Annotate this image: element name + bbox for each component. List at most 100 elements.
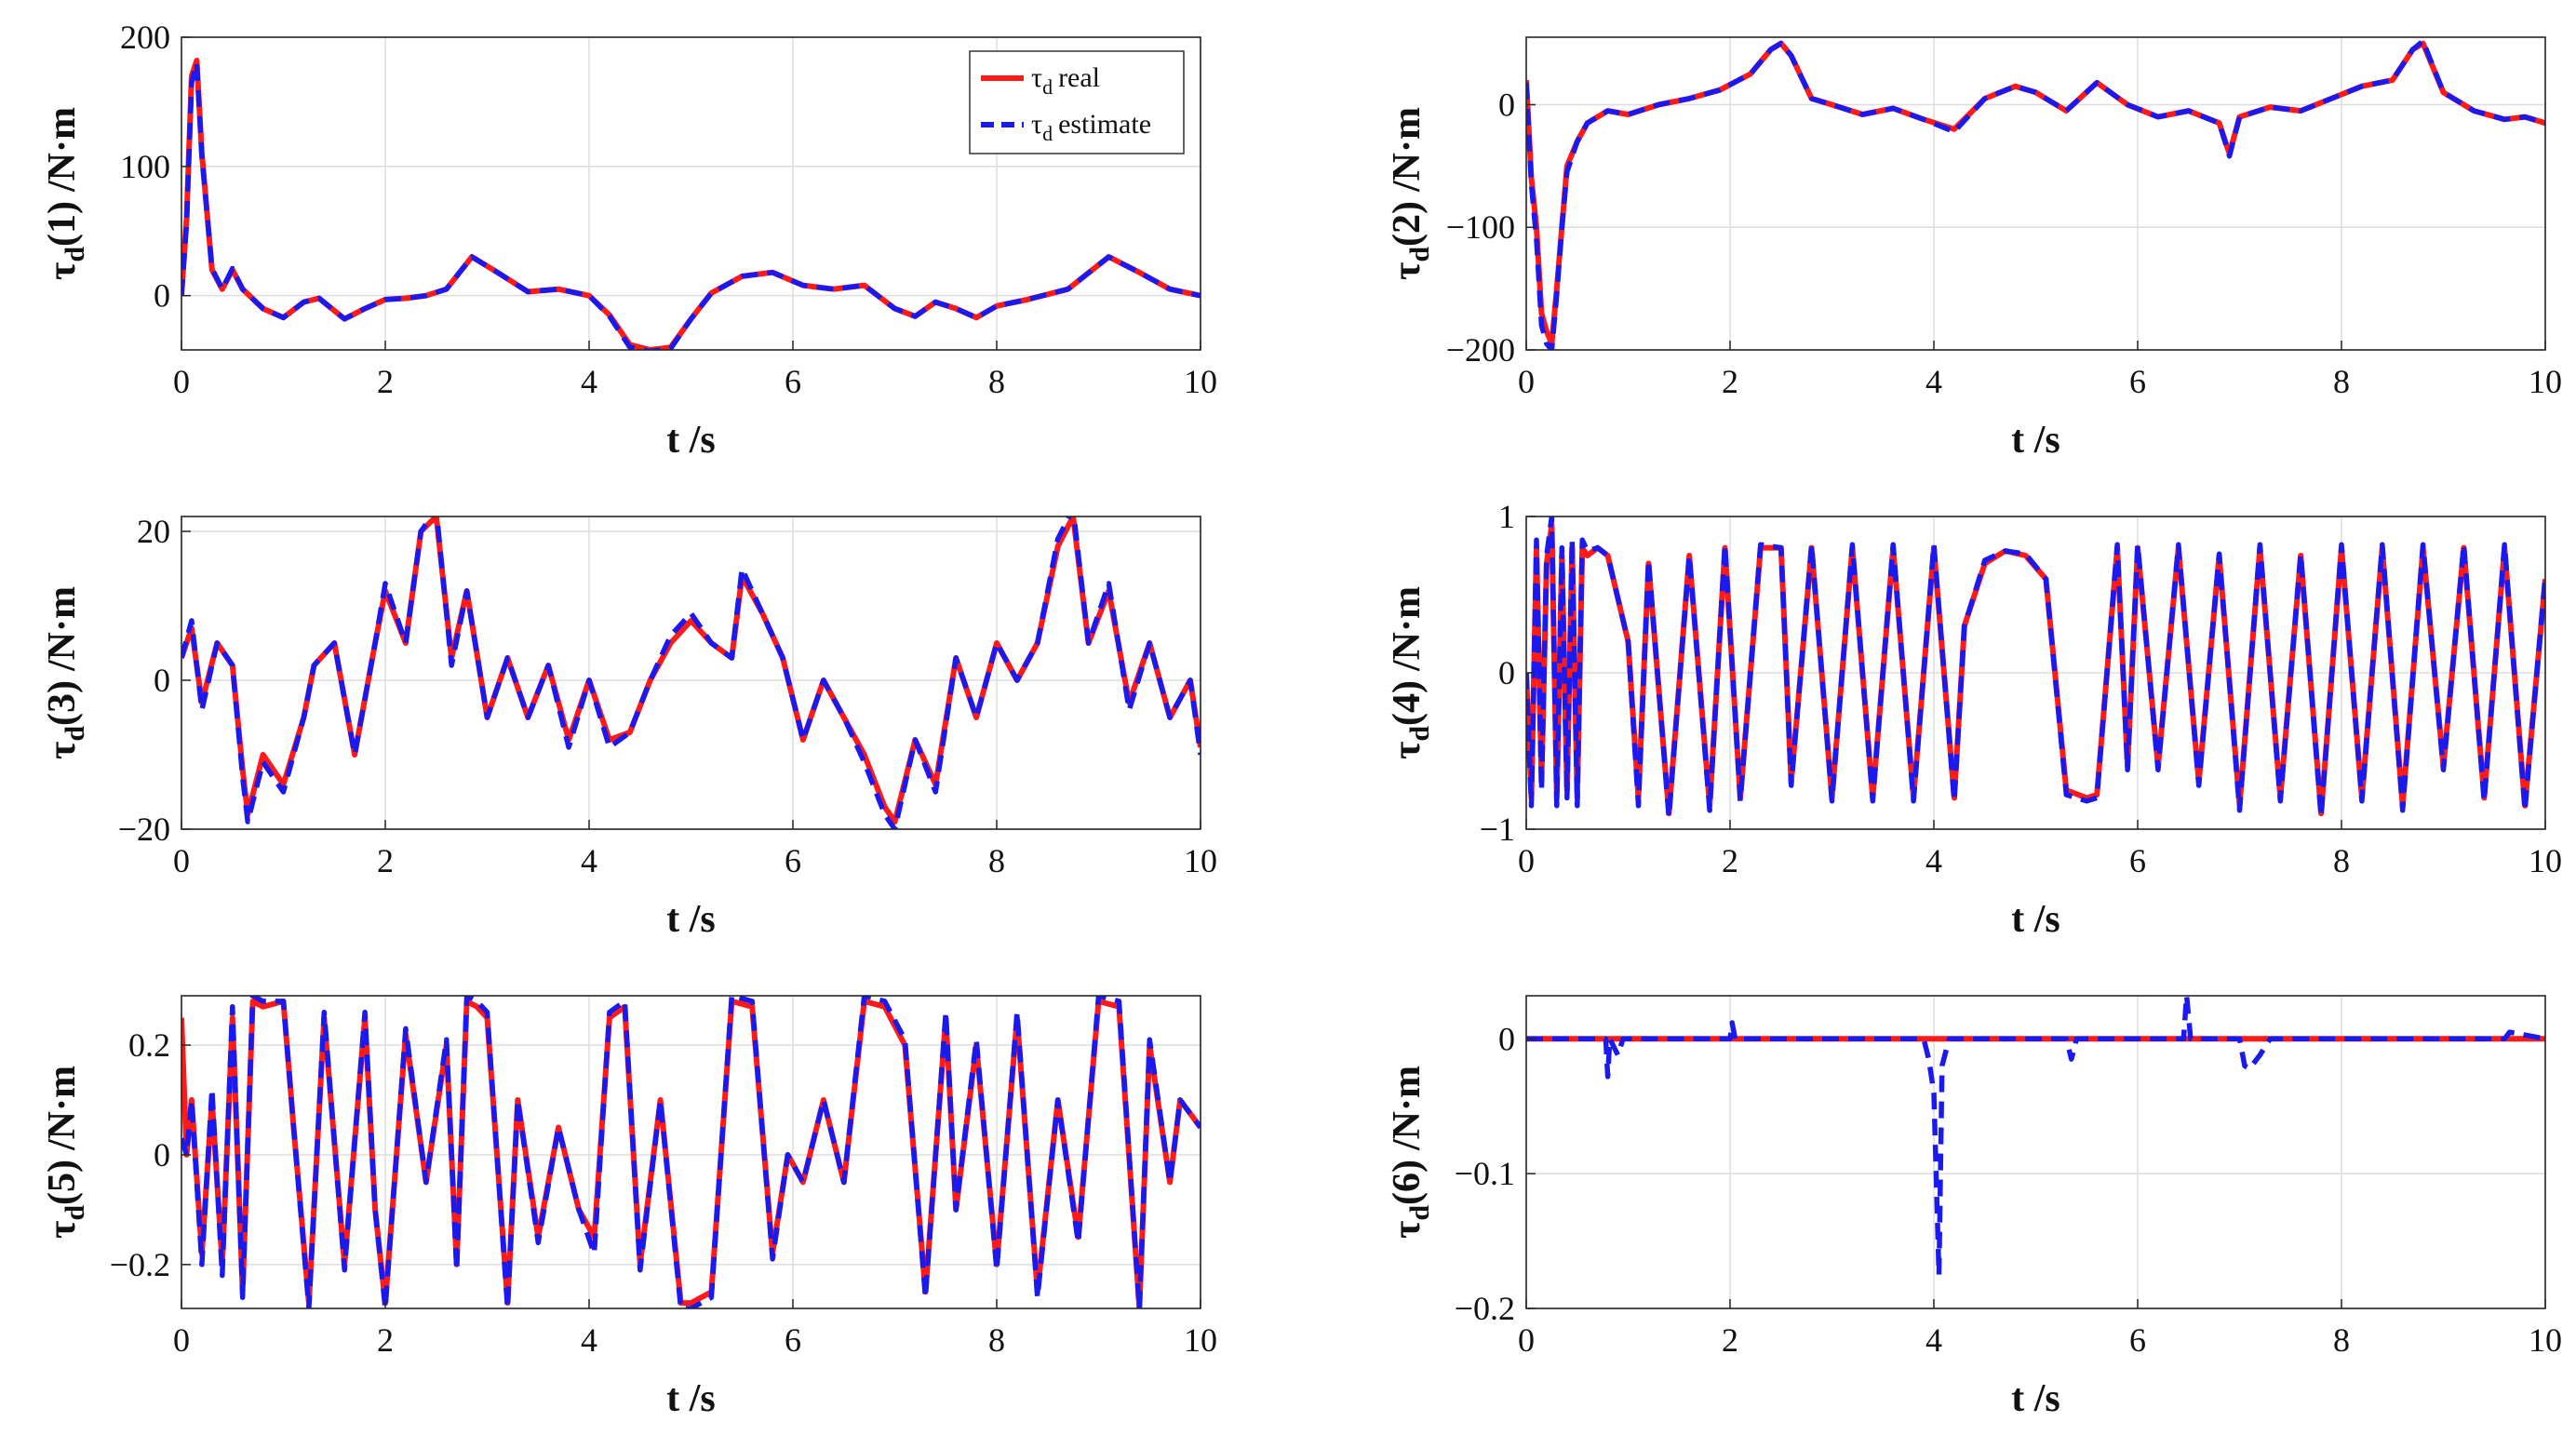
x-tick-label: 10	[2529, 1321, 2562, 1359]
x-tick-label: 10	[1184, 1321, 1217, 1359]
x-axis-label: t /s	[666, 419, 716, 462]
y-axis-symbol: τ	[1386, 262, 1429, 280]
x-tick-label: 6	[785, 842, 801, 879]
series-estimate-line	[1526, 996, 2545, 1278]
y-tick-label: 0	[1498, 1020, 1515, 1057]
y-axis-symbol: τ	[1386, 742, 1429, 759]
y-tick-label: 0	[1498, 654, 1515, 691]
x-axis-label: t /s	[2011, 419, 2060, 462]
legend-real-subscript: d	[1042, 75, 1053, 99]
y-tick-label: 0.2	[128, 1026, 170, 1064]
y-tick-label: −0.2	[1455, 1290, 1515, 1327]
x-tick-label: 2	[1722, 1321, 1738, 1359]
x-tick-label: 4	[1925, 363, 1942, 400]
x-axis-label: t /s	[666, 898, 716, 941]
x-tick-label: 6	[2129, 1321, 2146, 1359]
x-tick-label: 4	[581, 363, 597, 400]
x-tick-label: 6	[785, 363, 801, 400]
x-tick-label: 4	[1925, 842, 1942, 879]
x-tick-label: 4	[581, 1321, 597, 1359]
subplot-5: 0 2 4 6 8 10 −0.2 0 0.2 t /s τd(5) /N·m	[41, 995, 1217, 1420]
x-tick-label: 2	[377, 363, 394, 400]
legend-estimate-subscript: d	[1042, 122, 1053, 145]
legend-real-text: real	[1058, 62, 1100, 93]
y-tick-label: −20	[118, 811, 170, 848]
x-tick-label: 8	[2333, 842, 2350, 879]
legend: τd real τd estimate	[969, 50, 1185, 154]
x-axis-label: t /s	[666, 1377, 716, 1420]
x-tick-label: 8	[2333, 363, 2350, 400]
axes-frame	[181, 995, 1201, 1309]
x-tick-label: 2	[1722, 842, 1738, 879]
y-axis-symbol: τ	[1386, 1221, 1429, 1239]
series-estimate-line	[181, 60, 1201, 350]
y-tick-label: −200	[1446, 331, 1515, 369]
y-axis-unit: /N·m	[41, 586, 84, 672]
y-axis-symbol: τ	[41, 742, 84, 759]
y-axis-label: τd(1) /N·m	[41, 107, 90, 280]
x-tick-label: 10	[2529, 363, 2562, 400]
y-axis-unit: /N·m	[41, 1066, 84, 1151]
x-tick-label: 4	[1925, 1321, 1942, 1359]
series-estimate-line	[181, 516, 1201, 829]
y-axis-index: (6)	[1386, 1160, 1429, 1205]
series-estimate-line	[1526, 516, 2545, 820]
x-axis-label: t /s	[2011, 898, 2060, 941]
y-tick-label: 200	[120, 19, 170, 56]
x-tick-label: 0	[1518, 363, 1535, 400]
series-estimate-line	[181, 996, 1201, 1308]
y-axis-symbol: τ	[41, 1221, 84, 1239]
x-tick-label: 6	[2129, 842, 2146, 879]
y-tick-label: −0.1	[1455, 1155, 1515, 1192]
axes-frame	[181, 516, 1201, 830]
y-tick-label: 20	[137, 513, 170, 550]
y-axis-label: τd(5) /N·m	[41, 1066, 90, 1239]
y-axis-label: τd(6) /N·m	[1386, 1066, 1435, 1239]
y-axis-index: (3)	[41, 680, 84, 726]
y-axis-subscript: d	[60, 247, 90, 262]
legend-real-label: τd real	[1031, 62, 1100, 99]
y-axis-subscript: d	[60, 1205, 90, 1221]
y-tick-label: 0	[154, 277, 170, 315]
y-axis-unit: /N·m	[1386, 1066, 1429, 1151]
y-tick-label: 0	[154, 1136, 170, 1173]
y-axis-symbol: τ	[41, 262, 84, 280]
x-tick-label: 10	[2529, 842, 2562, 879]
y-axis-unit: /N·m	[41, 107, 84, 193]
x-tick-label: 10	[1184, 842, 1217, 879]
legend-estimate-text: estimate	[1058, 109, 1151, 140]
subplot-6: 0 2 4 6 8 10 −0.2 −0.1 0 t /s τd(6) /N·m	[1386, 995, 2562, 1420]
y-axis-subscript: d	[60, 726, 90, 742]
y-tick-label: 0	[154, 662, 170, 699]
axes-frame	[1525, 995, 2546, 1309]
x-tick-label: 4	[581, 842, 597, 879]
y-axis-label: τd(2) /N·m	[1386, 107, 1435, 280]
y-tick-label: −1	[1480, 811, 1515, 848]
y-tick-label: 0	[1498, 86, 1515, 123]
y-axis-subscript: d	[1404, 1205, 1435, 1221]
y-axis-unit: /N·m	[1386, 586, 1429, 672]
y-tick-label: 100	[120, 148, 170, 185]
x-tick-label: 0	[1518, 842, 1535, 879]
series-real-line	[181, 998, 1201, 1308]
y-axis-unit: /N·m	[1386, 107, 1429, 193]
series-estimate-line	[1526, 38, 2545, 350]
y-axis-subscript: d	[1404, 247, 1435, 262]
x-tick-label: 0	[173, 842, 190, 879]
x-tick-label: 0	[1518, 1321, 1535, 1359]
y-axis-label: τd(4) /N·m	[1386, 586, 1435, 759]
x-tick-label: 0	[173, 363, 190, 400]
axes-frame	[181, 36, 1201, 351]
y-axis-index: (5)	[41, 1160, 84, 1205]
y-tick-label: −100	[1446, 208, 1515, 246]
x-tick-label: 8	[988, 1321, 1005, 1359]
x-tick-label: 6	[2129, 363, 2146, 400]
y-tick-label: 1	[1498, 498, 1515, 535]
y-axis-index: (1)	[41, 201, 84, 247]
x-tick-label: 2	[377, 842, 394, 879]
x-tick-label: 0	[173, 1321, 190, 1359]
legend-real-symbol: τ	[1031, 62, 1042, 93]
